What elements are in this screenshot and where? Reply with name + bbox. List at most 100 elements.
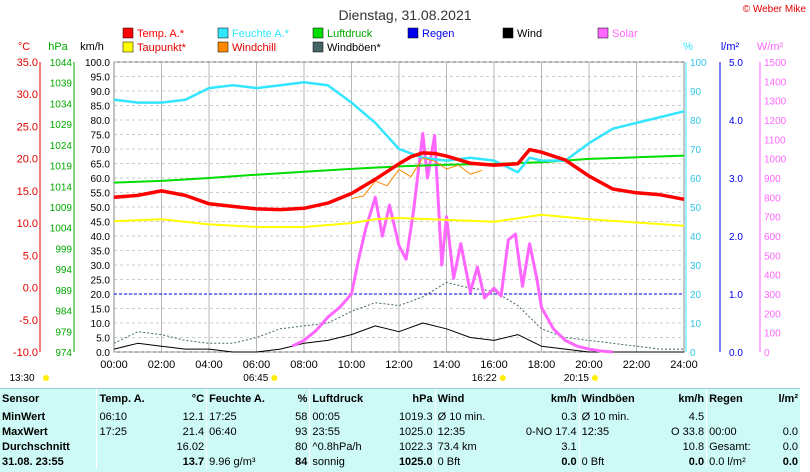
cell: 17:25 (206, 409, 288, 424)
series-solar (291, 132, 613, 354)
cell: 21.4 (182, 425, 205, 438)
legend-label: Windböen* (327, 42, 382, 54)
cell: 3.1 (561, 440, 577, 453)
wind-tick-label: 60.0 (91, 174, 111, 185)
header-temp-unit: °C (191, 393, 205, 405)
cell: 0.3 (561, 410, 577, 423)
rain-tick-label: 5.0 (729, 58, 743, 69)
x-tick-label: 14:00 (433, 359, 461, 371)
wind-tick-label: 5.0 (96, 334, 110, 345)
wind-tick-label: 95.0 (91, 73, 111, 84)
humidity-tick-label: 60 (690, 174, 702, 185)
cell (96, 454, 164, 469)
header-temp: Temp. A. (96, 389, 164, 409)
solar-tick-label: 0 (764, 348, 770, 359)
temp-axis-unit: °C (18, 41, 30, 53)
pressure-tick-label: 1039 (50, 79, 73, 90)
legend-label: Wind (517, 28, 542, 40)
wind-tick-label: 75.0 (91, 131, 111, 142)
solar-tick-label: 500 (764, 251, 781, 262)
rain-tick-label: 0.0 (729, 348, 743, 359)
time-marker-dot (43, 375, 49, 381)
x-tick-label: 20:00 (575, 359, 603, 371)
header-pressure: Luftdruck (309, 389, 384, 409)
legend-swatch (217, 27, 229, 39)
series-luftdruck (113, 154, 685, 184)
wind-axis-unit: km/h (80, 41, 104, 53)
cell (768, 409, 800, 424)
summary-header-row: Sensor Temp. A. °C Feuchte A. % Luftdruc… (0, 389, 800, 409)
table-row: Durchschnitt 16.02 80 ^0.8hPa/h 1022.3 7… (0, 439, 800, 454)
pressure-tick-label: 1009 (50, 203, 73, 214)
legend-label: Luftdruck (327, 28, 373, 40)
cell: Ø 10 min. (434, 409, 506, 424)
cell: 16.02 (176, 440, 205, 453)
solar-tick-label: 900 (764, 174, 781, 185)
cell: 06:40 (206, 424, 288, 439)
cell: 06:10 (96, 409, 164, 424)
series-wind (113, 322, 684, 353)
cell: 9.96 g/m³ (206, 454, 288, 469)
wind-tick-label: 10.0 (91, 319, 111, 330)
wind-tick-label: 15.0 (91, 305, 111, 316)
humidity-tick-label: 0 (690, 348, 696, 359)
wind-tick-label: 35.0 (91, 247, 111, 258)
pressure-tick-label: 1044 (50, 58, 73, 69)
temp-tick-label: 10.0 (17, 218, 38, 230)
x-tick-label: 24:00 (670, 359, 698, 371)
wind-tick-label: 100.0 (85, 58, 110, 69)
cell: 1025.0 (398, 455, 433, 468)
x-tick-label: 22:00 (623, 359, 651, 371)
cell: ^0.8hPa/h (309, 439, 384, 454)
solar-tick-label: 800 (764, 193, 781, 204)
pressure-tick-label: 1014 (50, 182, 73, 193)
cell: 58 (295, 410, 308, 423)
header-gusts-unit: km/h (678, 393, 705, 405)
wind-tick-label: 80.0 (91, 116, 111, 127)
rain-tick-label: 1.0 (729, 290, 743, 301)
wind-tick-label: 55.0 (91, 189, 111, 200)
header-humidity: Feuchte A. (206, 389, 288, 409)
solar-axis-unit: W/m² (757, 41, 784, 53)
x-tick-label: 16:00 (480, 359, 508, 371)
x-tick-label: 12:00 (385, 359, 413, 371)
wind-tick-label: 90.0 (91, 87, 111, 98)
humidity-tick-label: 50 (690, 203, 702, 214)
pressure-axis-unit: hPa (48, 41, 68, 53)
weather-chart: Dienstag, 31.08.2021 Temp. A.* Feuchte A.*… (9, 7, 787, 384)
x-tick-label: 02:00 (148, 359, 176, 371)
pressure-tick-label: 1029 (50, 120, 73, 131)
cell: 10.8 (682, 440, 705, 453)
header-wind-unit: km/h (550, 393, 577, 405)
temp-tick-label: 35.0 (17, 57, 38, 69)
legend-swatch (312, 27, 324, 39)
pressure-tick-label: 1024 (50, 141, 73, 152)
wind-tick-label: 70.0 (91, 145, 111, 156)
cell (96, 439, 164, 454)
cell (578, 439, 657, 454)
solar-tick-label: 1200 (764, 116, 787, 127)
humidity-tick-label: 10 (690, 319, 702, 330)
pressure-tick-label: 999 (55, 244, 72, 255)
legend-label: Feuchte A.* (232, 28, 290, 40)
solar-tick-label: 400 (764, 271, 781, 282)
cell: 4.5 (688, 410, 705, 423)
rain-axis-unit: l/m² (721, 41, 740, 53)
wind-tick-label: 20.0 (91, 290, 111, 301)
x-tick-label: 04:00 (195, 359, 223, 371)
rain-tick-label: 3.0 (729, 174, 743, 185)
humidity-tick-label: 40 (690, 232, 702, 243)
solar-tick-label: 200 (764, 309, 781, 320)
wind-tick-label: 50.0 (91, 203, 111, 214)
wind-tick-label: 30.0 (91, 261, 111, 272)
cell: 13.7 (182, 455, 205, 468)
table-row: MaxWert 17:25 21.4 06:40 93 23:55 1025.0… (0, 424, 800, 439)
rain-tick-label: 2.0 (729, 232, 743, 243)
header-gusts: Windböen (578, 389, 657, 409)
legend-swatch (217, 41, 229, 53)
row-label: 31.08. 23:55 (2, 455, 64, 468)
solar-tick-label: 1400 (764, 77, 787, 88)
humidity-axis-unit: % (683, 41, 693, 53)
cell: 80 (295, 440, 308, 453)
header-pressure-unit: hPa (412, 393, 433, 405)
